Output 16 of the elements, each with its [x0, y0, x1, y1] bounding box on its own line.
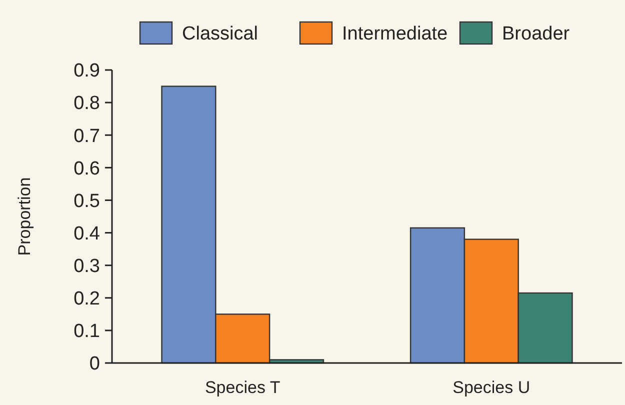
y-tick-label: 0.1 — [74, 321, 100, 342]
y-tick-label: 0.2 — [74, 288, 100, 310]
y-tick-label: 0.4 — [74, 223, 100, 244]
y-axis-title: Proportion — [15, 177, 34, 256]
y-tick-label: 0.6 — [74, 158, 100, 180]
y-tick-label: 0.8 — [74, 93, 100, 114]
y-tick-label: 0.5 — [74, 190, 100, 212]
legend-label: Classical — [182, 24, 258, 45]
y-tick-label: 0.9 — [74, 60, 100, 82]
y-tick-label: 0.7 — [74, 126, 100, 147]
y-tick-label: 0 — [89, 354, 100, 375]
legend-label: Intermediate — [342, 24, 448, 45]
x-tick-label: Species T — [204, 378, 280, 397]
y-tick-label: 0.3 — [74, 256, 100, 277]
x-tick-label: Species U — [452, 378, 530, 397]
legend-label: Broader — [502, 24, 570, 45]
